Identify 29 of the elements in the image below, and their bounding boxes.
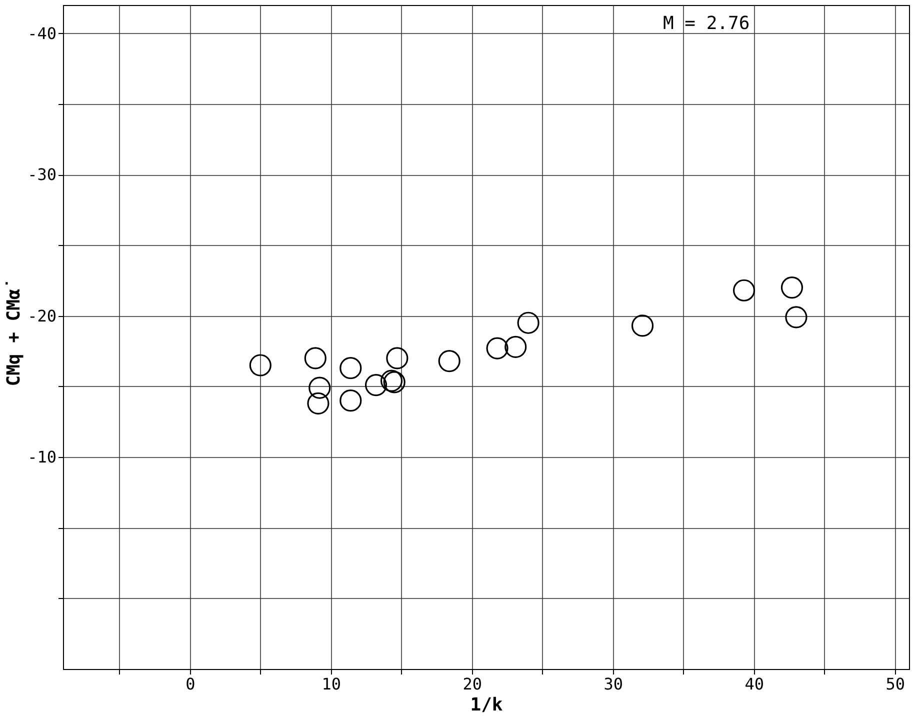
point [438, 350, 460, 372]
point [504, 336, 527, 358]
point [340, 390, 362, 412]
point [308, 376, 331, 399]
point [780, 276, 804, 299]
point [785, 306, 808, 328]
point [307, 392, 330, 414]
point [304, 347, 326, 370]
x-tick-label: 0 [186, 674, 196, 694]
point [340, 357, 362, 380]
x-tick-label: 10 [322, 674, 342, 694]
y-axis-title: CMq + CMα̇ [4, 282, 25, 386]
point [386, 347, 408, 370]
y-tick-label: -20 [28, 306, 56, 326]
point [364, 374, 388, 396]
y-tick-label: -40 [28, 24, 56, 43]
point [732, 279, 756, 302]
x-tick-label: 30 [604, 674, 624, 694]
x-tick-label: 50 [886, 674, 906, 694]
x-tick-label: 40 [744, 674, 764, 694]
point [517, 312, 540, 334]
point [249, 354, 272, 376]
x-axis-title: 1/k [470, 694, 503, 716]
x-tick-label: 20 [462, 674, 482, 694]
y-tick-label: -30 [28, 165, 56, 184]
point [486, 337, 508, 360]
y-tick-label: -10 [28, 448, 56, 467]
point [631, 314, 654, 337]
annotation: M = 2.76 [663, 13, 750, 34]
